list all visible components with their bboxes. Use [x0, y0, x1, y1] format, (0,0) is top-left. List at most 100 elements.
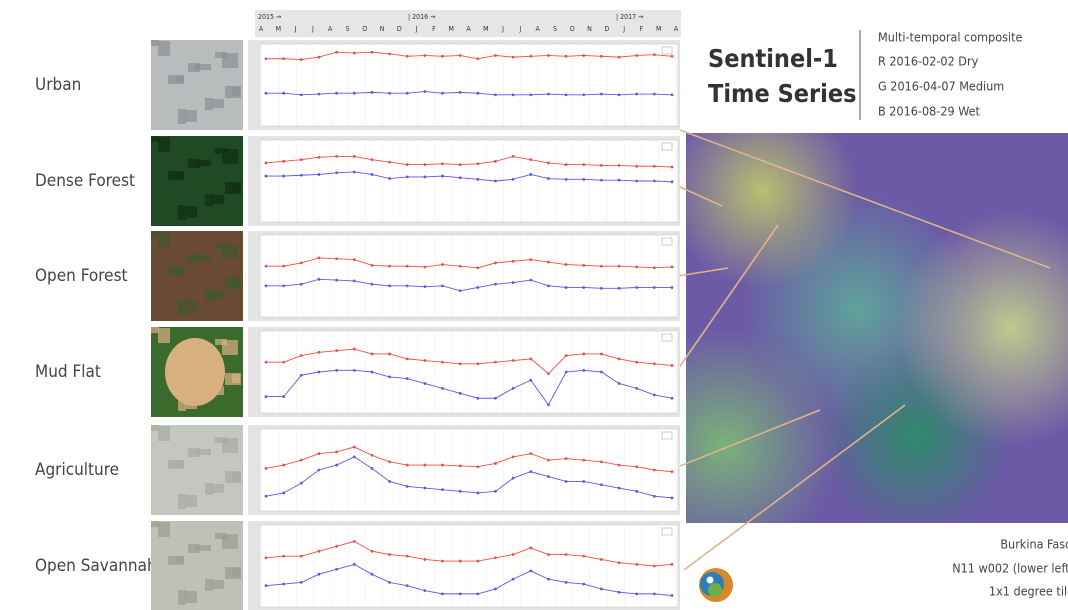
thumbnail-texture — [151, 521, 159, 527]
series-point — [318, 156, 321, 159]
row-label: Open Savannah — [35, 556, 157, 576]
thumbnail-texture — [178, 109, 186, 124]
series-point — [635, 563, 638, 566]
series-point — [582, 54, 585, 57]
series-point — [653, 180, 656, 183]
series-point — [265, 361, 268, 364]
series-point — [423, 487, 426, 490]
series-point — [529, 379, 532, 382]
month-label: J — [311, 25, 314, 33]
thumbnail-texture — [151, 40, 159, 46]
series-point — [529, 93, 532, 96]
series-point — [300, 374, 303, 377]
thumbnail-texture — [151, 136, 159, 142]
month-label: M — [483, 25, 488, 33]
series-point — [406, 92, 409, 95]
thumbnail-texture — [212, 290, 224, 299]
series-point — [635, 266, 638, 269]
series-point — [371, 467, 374, 470]
series-point — [371, 353, 374, 356]
series-point — [371, 51, 374, 54]
series-point — [600, 483, 603, 486]
series-point — [388, 480, 391, 483]
month-label: M — [656, 25, 661, 33]
series-point — [547, 459, 550, 462]
logo — [699, 568, 733, 602]
series-point — [300, 93, 303, 96]
series-point — [388, 353, 391, 356]
series-point — [494, 261, 497, 264]
location-line: 1x1 degree tile — [989, 584, 1068, 599]
series-point — [353, 280, 356, 283]
thumbnail-texture — [232, 278, 240, 287]
series-point — [547, 284, 550, 287]
series-point — [371, 264, 374, 267]
series-point — [353, 92, 356, 95]
series-point — [318, 173, 321, 176]
month-label: A — [674, 25, 679, 33]
month-label: A — [259, 25, 264, 33]
thumbnail-texture — [212, 195, 224, 204]
series-point — [406, 555, 409, 558]
series-point — [494, 588, 497, 591]
series-point — [582, 480, 585, 483]
series-point — [600, 287, 603, 290]
thumbnail-texture — [158, 41, 170, 56]
series-point — [635, 286, 638, 289]
series-point — [265, 467, 268, 470]
series-point — [300, 482, 303, 485]
row-label: Urban — [35, 75, 81, 95]
month-label: J — [518, 25, 521, 33]
series-point — [282, 492, 285, 495]
series-point — [476, 465, 479, 468]
series-point — [512, 260, 515, 263]
series-point — [371, 573, 374, 576]
thumbnail-texture — [205, 483, 213, 495]
series-point — [565, 371, 568, 374]
thumbnail-texture — [222, 53, 238, 68]
series-point — [265, 584, 268, 587]
series-point — [600, 353, 603, 356]
month-label: O — [570, 25, 575, 33]
series-point — [529, 470, 532, 473]
month-label: D — [604, 25, 609, 33]
series-point — [459, 560, 462, 563]
series-point — [565, 93, 568, 96]
series-point — [300, 174, 303, 177]
thumbnail-texture — [212, 580, 224, 589]
series-point — [529, 547, 532, 550]
series-point — [459, 289, 462, 292]
thumbnail-texture — [151, 425, 159, 431]
series-point — [353, 455, 356, 458]
series-point — [635, 93, 638, 96]
series-point — [371, 550, 374, 553]
series-point — [582, 178, 585, 181]
thumbnail-texture — [195, 545, 211, 551]
thumbnail-texture — [175, 172, 183, 178]
series-point — [476, 397, 479, 400]
series-point — [459, 362, 462, 365]
series-point — [618, 164, 621, 167]
series-point — [423, 589, 426, 592]
series-point — [529, 158, 532, 161]
thumbnail-texture — [212, 99, 224, 108]
series-point — [600, 164, 603, 167]
series-point — [494, 160, 497, 163]
series-point — [388, 92, 391, 95]
series-point — [635, 180, 638, 183]
series-point — [512, 93, 515, 96]
series-point — [547, 177, 550, 180]
series-point — [635, 54, 638, 57]
series-point — [494, 283, 497, 286]
thumbnail-texture — [232, 568, 240, 577]
composite-line: Multi-temporal composite — [878, 30, 1022, 45]
month-label: N — [380, 25, 385, 33]
series-point — [512, 387, 515, 390]
month-label: A — [536, 25, 541, 33]
series-point — [671, 364, 674, 367]
series-point — [353, 563, 356, 566]
series-point — [600, 93, 603, 96]
thumbnail-texture — [232, 472, 240, 481]
series-point — [618, 179, 621, 182]
series-point — [635, 592, 638, 595]
